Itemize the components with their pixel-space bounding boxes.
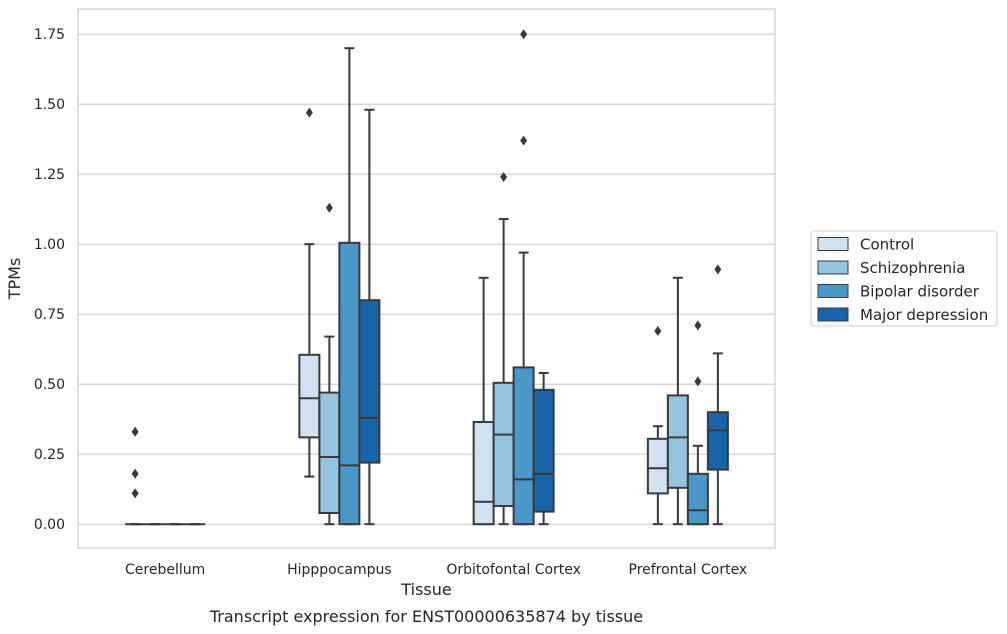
box-iqr xyxy=(666,394,689,489)
outlier-marker xyxy=(131,426,139,437)
box-iqr xyxy=(706,411,729,471)
box-iqr xyxy=(512,366,535,526)
box-iqr xyxy=(646,437,669,495)
outlier-marker xyxy=(654,326,662,336)
outlier-marker xyxy=(520,29,528,40)
box-iqr xyxy=(492,381,515,507)
y-tick-label: 0.75 xyxy=(34,307,65,323)
box-plot xyxy=(646,326,669,526)
box-plot xyxy=(706,264,729,526)
box-plot xyxy=(472,276,495,526)
y-tick-label: 1.50 xyxy=(34,97,65,113)
figure-caption: Transcript expression for ENST0000063587… xyxy=(209,607,643,626)
box-plot xyxy=(666,276,689,526)
box-iqr xyxy=(686,472,709,526)
box-iqr xyxy=(298,353,321,439)
x-tick-labels: Cerebellum Hipppocampus Orbitofontal Corte… xyxy=(125,562,747,578)
outlier-marker xyxy=(305,107,313,118)
x-tick-label: Cerebellum xyxy=(125,562,205,578)
legend-swatch xyxy=(817,284,849,298)
legend-label: Schizophrenia xyxy=(860,259,965,277)
x-tick-label: Hipppocampus xyxy=(287,562,392,578)
box-plot xyxy=(358,108,381,526)
legend-swatch xyxy=(817,307,849,322)
legend: Control Schizophrenia Bipolar disorder Majo… xyxy=(810,230,998,327)
legend-label: Bipolar disorder xyxy=(860,283,980,301)
box-iqr xyxy=(318,391,341,515)
y-tick-label: 0.25 xyxy=(34,447,65,463)
outlier-marker xyxy=(694,376,702,387)
outlier-marker xyxy=(325,202,333,213)
box-plot xyxy=(686,320,709,526)
x-tick-label: Prefrontal Cortex xyxy=(629,562,748,578)
box-plot xyxy=(298,107,321,478)
outlier-marker xyxy=(714,264,722,275)
y-tick-label: 1.75 xyxy=(34,27,65,43)
x-axis-label: Tissue xyxy=(400,580,451,599)
legend-label: Control xyxy=(860,236,914,254)
y-axis-label: TPMs xyxy=(5,258,24,301)
box-iqr xyxy=(532,388,555,513)
plot-frame xyxy=(77,8,776,549)
box-plots xyxy=(125,29,729,526)
y-tick-label: 0.50 xyxy=(34,377,65,393)
outlier-marker xyxy=(500,172,508,182)
box-iqr xyxy=(472,421,495,526)
legend-swatch xyxy=(817,260,849,275)
x-tick-label: Orbitofontal Cortex xyxy=(446,562,581,578)
box-iqr xyxy=(338,241,361,526)
y-tick-label: 1.00 xyxy=(34,237,65,253)
y-tick-label: 1.25 xyxy=(34,167,65,183)
outlier-marker xyxy=(131,488,139,499)
outlier-marker xyxy=(694,320,702,331)
box-plot xyxy=(532,372,555,526)
box-plot xyxy=(125,426,146,526)
box-iqr xyxy=(358,299,381,464)
outlier-marker xyxy=(520,135,528,146)
outlier-marker xyxy=(131,468,139,479)
legend-label: Major depression xyxy=(860,306,988,324)
legend-swatch xyxy=(817,237,849,251)
y-tick-label: 0.00 xyxy=(34,517,65,533)
legend-frame xyxy=(810,230,998,327)
y-tick-labels: 0.00 0.25 0.50 0.75 1.00 1.25 1.50 1.75 xyxy=(34,27,65,533)
